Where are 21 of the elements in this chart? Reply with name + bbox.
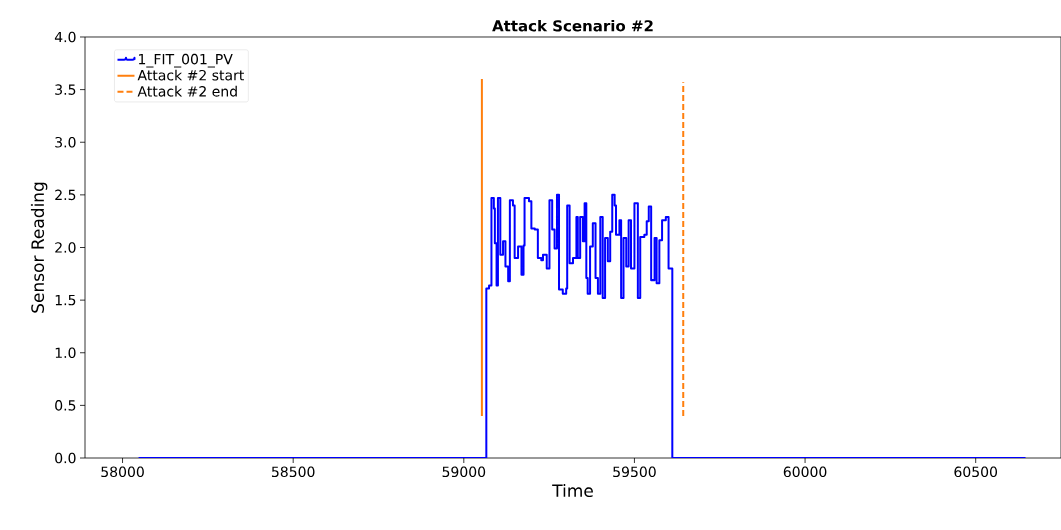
y-axis-title: Sensor Reading xyxy=(30,182,48,313)
x-tick-label: 59000 xyxy=(442,466,486,478)
x-tick-label: 59500 xyxy=(613,466,656,478)
y-tick-label: 0.5 xyxy=(55,400,76,411)
chart-title: Attack Scenario #2 xyxy=(492,19,653,32)
x-tick-label: 60000 xyxy=(783,466,827,478)
y-tick-label: 2.5 xyxy=(55,189,76,201)
y-tick-label: 1.0 xyxy=(55,347,76,359)
x-tick-label: 58000 xyxy=(101,466,144,478)
y-tick-label: 3.0 xyxy=(55,136,76,148)
x-tick-label: 60500 xyxy=(954,466,998,478)
legend-label: 1_FIT_001_PV xyxy=(139,53,233,68)
y-tick-label: 2.0 xyxy=(55,242,76,253)
y-tick-label: 4.0 xyxy=(54,31,76,43)
legend-label: Attack #2 end xyxy=(137,85,237,97)
y-tick-label: 1.5 xyxy=(55,294,76,306)
legend-label: Attack #2 start xyxy=(137,69,244,81)
y-tick-label: 0.0 xyxy=(55,452,76,464)
x-axis-title: Time xyxy=(552,483,593,498)
y-tick-label: 3.5 xyxy=(55,84,76,95)
x-tick-label: 58500 xyxy=(271,466,315,478)
